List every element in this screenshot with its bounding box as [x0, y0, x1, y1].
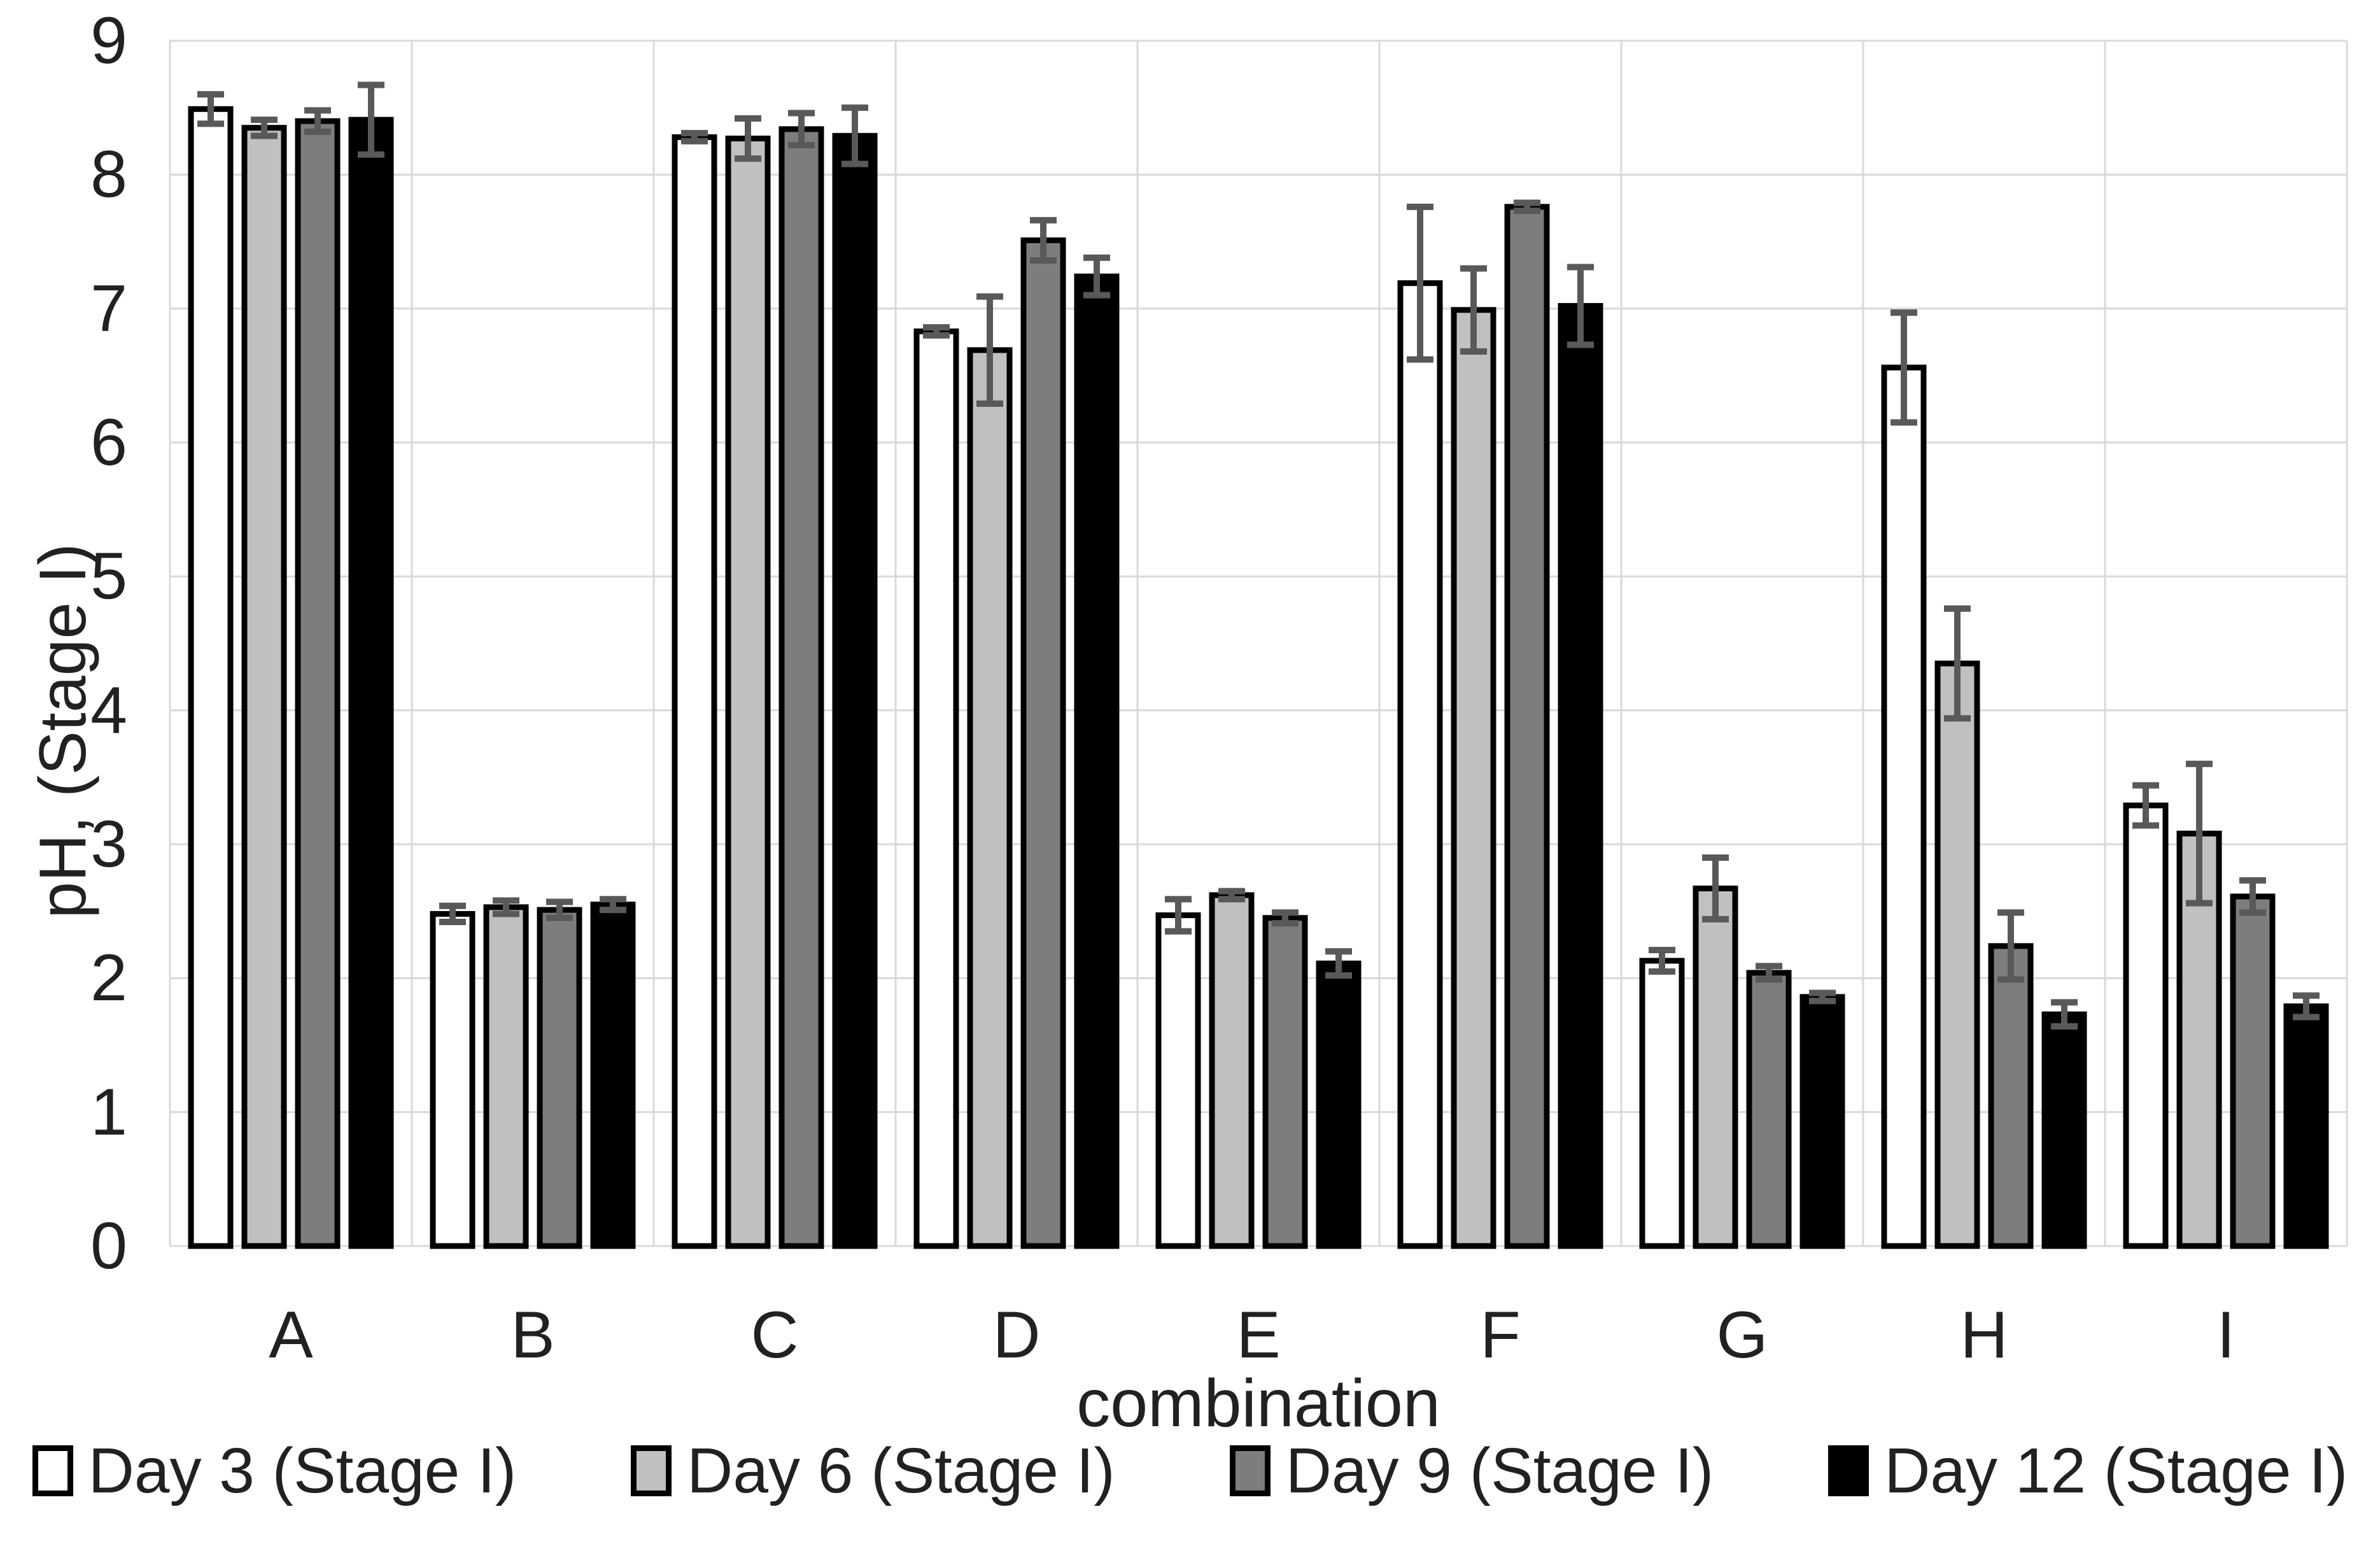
- category-label-h: H: [1960, 1298, 2008, 1372]
- legend: Day 3 (Stage I) Day 6 (Stage I) Day 9 (S…: [0, 1438, 2380, 1504]
- bar-i-series2: [2230, 893, 2276, 1249]
- x-axis-title: combination: [1076, 1366, 1440, 1441]
- bar-b-series0: [430, 910, 475, 1249]
- category-label-i: I: [2216, 1298, 2236, 1372]
- bar-e-series0: [1155, 912, 1201, 1249]
- y-tick-label-1: 1: [90, 1075, 127, 1149]
- bar-g-series0: [1639, 958, 1685, 1249]
- bar-a-series1: [241, 125, 287, 1249]
- bar-h-series3: [2041, 1011, 2087, 1249]
- bar-d-series0: [913, 328, 959, 1249]
- bar-h-series2: [1988, 943, 2034, 1249]
- legend-label-day9: Day 9 (Stage I): [1285, 1435, 1714, 1506]
- bar-f-series2: [1504, 204, 1550, 1249]
- y-tick-label-9: 9: [90, 4, 127, 78]
- category-label-c: C: [750, 1298, 799, 1372]
- category-label-d: D: [992, 1298, 1041, 1372]
- legend-swatch-day9: [1229, 1445, 1271, 1496]
- y-tick-label-0: 0: [90, 1209, 127, 1283]
- legend-item-day9: Day 9 (Stage I): [1229, 1435, 1714, 1506]
- bar-d-series1: [967, 347, 1013, 1249]
- bar-h-series0: [1881, 364, 1927, 1249]
- y-axis-title: pH, (Stage I): [26, 543, 100, 919]
- legend-label-day3: Day 3 (Stage I): [88, 1435, 517, 1506]
- category-label-e: E: [1236, 1298, 1281, 1372]
- bar-e-series3: [1316, 960, 1362, 1249]
- bar-f-series1: [1451, 307, 1496, 1249]
- bar-e-series1: [1209, 892, 1255, 1249]
- category-label-a: A: [269, 1298, 313, 1372]
- legend-label-day6: Day 6 (Stage I): [687, 1435, 1115, 1506]
- y-tick-label-3: 3: [90, 807, 127, 881]
- bar-g-series1: [1693, 885, 1738, 1249]
- bar-a-series3: [348, 117, 394, 1249]
- legend-item-day3: Day 3 (Stage I): [32, 1435, 517, 1506]
- bar-a-series2: [295, 118, 341, 1249]
- bar-c-series1: [725, 136, 771, 1249]
- bar-d-series2: [1020, 237, 1066, 1249]
- bar-c-series2: [778, 126, 824, 1249]
- legend-swatch-day3: [32, 1445, 73, 1496]
- category-label-f: F: [1480, 1298, 1521, 1372]
- y-tick-label-7: 7: [90, 271, 127, 346]
- legend-item-day12: Day 12 (Stage I): [1828, 1438, 2348, 1504]
- y-tick-label-5: 5: [90, 539, 127, 614]
- bar-c-series0: [672, 134, 717, 1249]
- legend-swatch-day6: [631, 1445, 672, 1496]
- bar-f-series0: [1397, 280, 1443, 1249]
- y-tick-label-8: 8: [90, 138, 127, 212]
- bar-g-series3: [1799, 994, 1845, 1249]
- y-tick-label-4: 4: [90, 673, 127, 747]
- y-tick-label-6: 6: [90, 406, 127, 479]
- bar-c-series3: [832, 132, 878, 1249]
- legend-label-day12: Day 12 (Stage I): [1884, 1435, 2348, 1506]
- bar-b-series3: [590, 902, 636, 1249]
- bar-h-series1: [1934, 660, 1980, 1249]
- category-label-g: G: [1716, 1298, 1768, 1372]
- y-tick-label-2: 2: [90, 941, 127, 1016]
- bar-i-series0: [2123, 802, 2169, 1249]
- bar-i-series3: [2283, 1003, 2329, 1249]
- bar-g-series2: [1746, 970, 1792, 1249]
- legend-swatch-day12: [1828, 1445, 1869, 1496]
- bar-b-series2: [537, 907, 582, 1249]
- bar-d-series3: [1074, 273, 1120, 1249]
- bar-a-series0: [188, 106, 234, 1249]
- bar-e-series2: [1262, 915, 1308, 1249]
- legend-item-day6: Day 6 (Stage I): [631, 1438, 1115, 1504]
- category-label-b: B: [511, 1298, 555, 1372]
- bar-b-series1: [483, 904, 529, 1249]
- bar-f-series3: [1558, 302, 1603, 1249]
